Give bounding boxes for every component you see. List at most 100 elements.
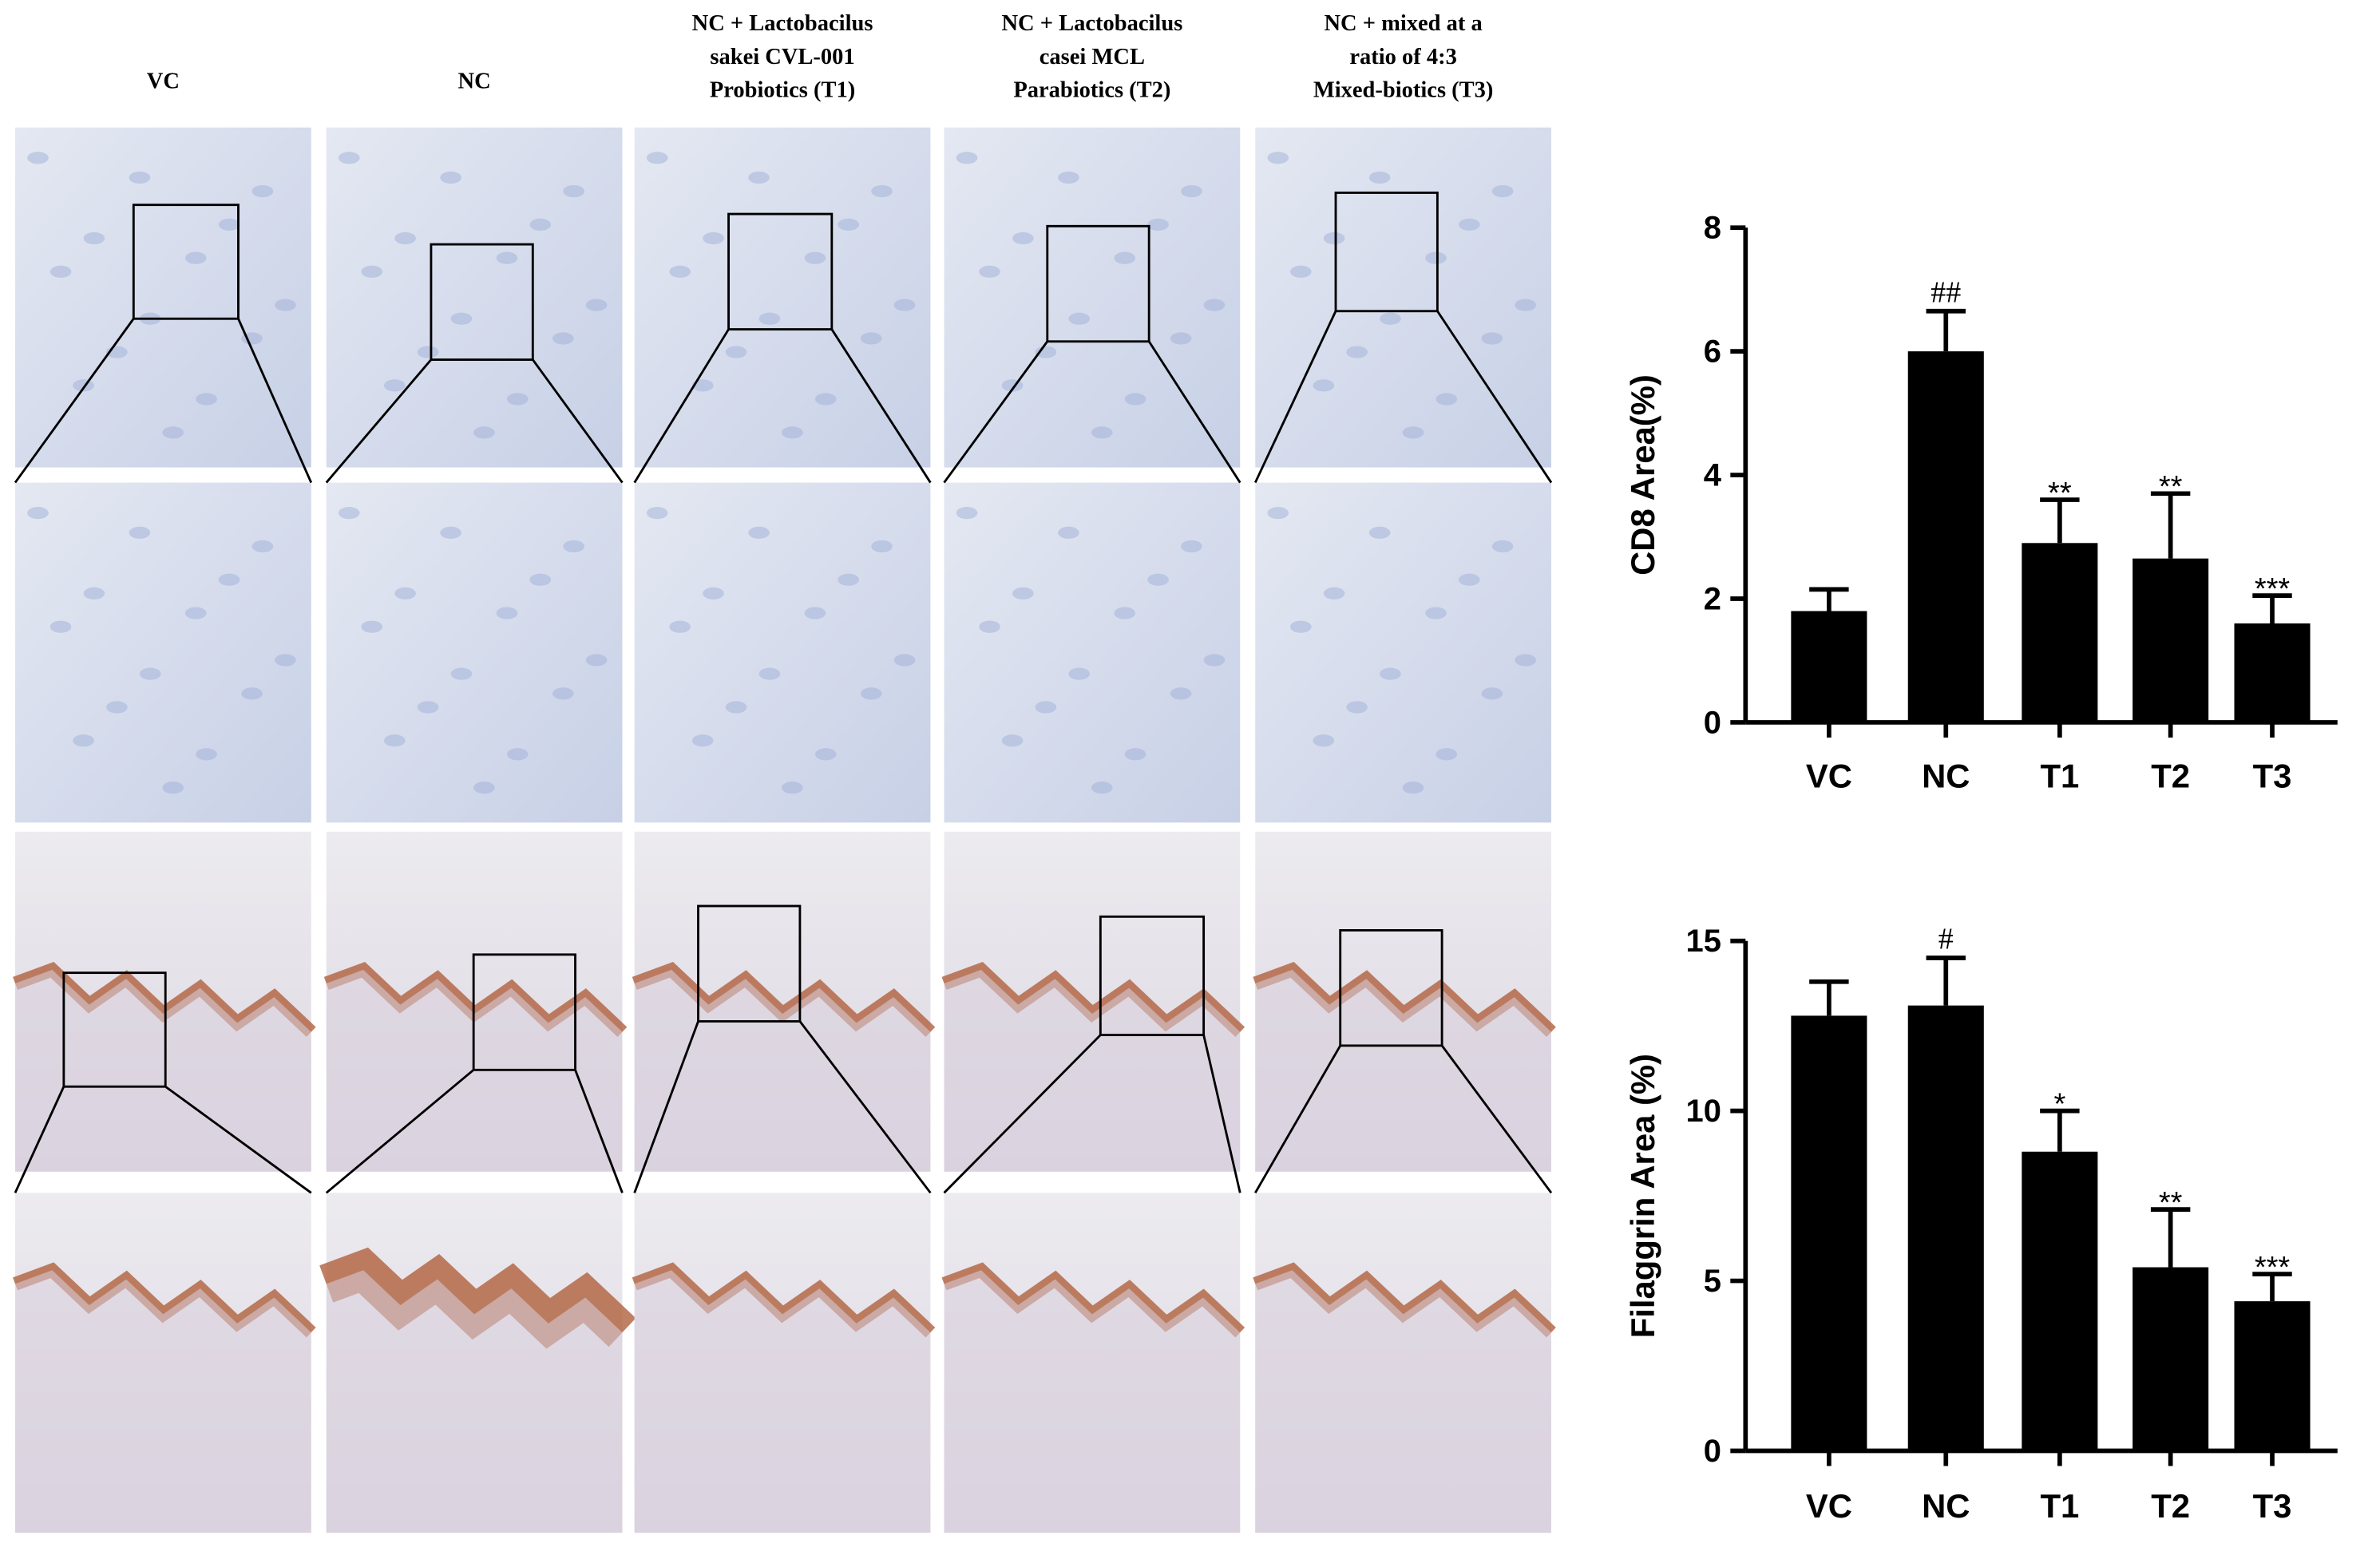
- nucleus: [1170, 332, 1192, 345]
- nucleus: [450, 312, 473, 325]
- zoom-box: [1099, 915, 1206, 1037]
- nucleus: [703, 231, 724, 245]
- column-header: NC: [458, 69, 491, 93]
- nucleus: [1068, 312, 1091, 325]
- nucleus: [27, 506, 49, 520]
- nucleus: [1313, 734, 1335, 747]
- zoom-line: [1436, 310, 1553, 484]
- zoom-line: [574, 1069, 624, 1193]
- nucleus: [979, 620, 1000, 633]
- dermis: [944, 969, 1241, 1172]
- column-header: sakei CVL-001: [710, 45, 854, 69]
- column-header: VC: [147, 69, 180, 93]
- bar: [2234, 623, 2311, 722]
- nucleus: [50, 620, 72, 633]
- nucleus: [1114, 251, 1136, 264]
- nucleus: [1346, 701, 1368, 714]
- zoom-line: [1253, 311, 1337, 484]
- nucleus: [1267, 506, 1289, 520]
- dermis: [1255, 1270, 1551, 1533]
- y-tick-label: 4: [1704, 457, 1721, 493]
- nucleus: [979, 265, 1000, 278]
- column-header: casei MCL: [1040, 45, 1145, 69]
- dermis: [15, 969, 311, 1172]
- nucleus: [585, 299, 608, 311]
- significance: #: [1938, 923, 1954, 956]
- nucleus: [241, 687, 263, 700]
- nucleus: [1459, 573, 1480, 586]
- bar: [1791, 1015, 1867, 1451]
- nucleus: [956, 506, 978, 520]
- significance: **: [2048, 477, 2072, 510]
- micrograph: [634, 127, 931, 468]
- bar: [2132, 1267, 2209, 1451]
- micrograph: [15, 482, 311, 823]
- nucleus: [361, 265, 383, 278]
- nucleus: [73, 734, 94, 747]
- nucleus: [106, 701, 128, 714]
- zoom-line: [325, 1069, 475, 1194]
- nucleus: [162, 426, 184, 439]
- micrograph: [634, 482, 931, 823]
- zoom-line: [164, 1086, 312, 1194]
- nucleus: [1203, 299, 1226, 311]
- nucleus: [1481, 332, 1503, 345]
- zoom-line: [14, 1086, 65, 1193]
- nucleus: [184, 607, 207, 619]
- micrograph: [944, 127, 1241, 468]
- nucleus: [506, 393, 529, 406]
- nucleus: [184, 251, 207, 264]
- bar: [1907, 351, 1984, 722]
- nucleus: [383, 379, 406, 392]
- zoom-line: [633, 1020, 699, 1193]
- nucleus: [139, 667, 161, 680]
- nucleus: [814, 393, 837, 406]
- column-header: Mixed-biotics (T3): [1313, 78, 1494, 103]
- nucleus: [1425, 607, 1447, 619]
- significance: *: [2053, 1087, 2065, 1121]
- nucleus: [529, 218, 552, 231]
- nucleus: [552, 332, 574, 345]
- nucleus: [251, 184, 274, 198]
- nucleus: [860, 332, 882, 345]
- nucleus: [1035, 701, 1057, 714]
- nucleus: [871, 540, 893, 553]
- micrograph: [1255, 127, 1551, 468]
- bar: [2234, 1301, 2311, 1451]
- nucleus: [1402, 426, 1424, 439]
- significance: **: [2159, 470, 2183, 504]
- nucleus: [814, 748, 837, 761]
- nucleus: [563, 540, 584, 553]
- bar: [2022, 1151, 2098, 1451]
- nucleus: [838, 573, 860, 586]
- nucleus: [669, 620, 691, 633]
- micrograph: [944, 482, 1241, 823]
- dermis: [1255, 969, 1551, 1172]
- y-tick-label: 5: [1704, 1264, 1721, 1299]
- nucleus: [758, 667, 781, 680]
- nucleus: [1491, 540, 1514, 553]
- y-tick-label: 0: [1704, 705, 1721, 740]
- nucleus: [417, 346, 439, 358]
- nucleus: [1058, 526, 1079, 539]
- nucleus: [440, 526, 461, 539]
- x-tick-label: T3: [2253, 1487, 2292, 1525]
- micrograph: [15, 127, 311, 468]
- nucleus: [473, 426, 495, 439]
- y-axis-label: Filaggrin Area (%): [1624, 1054, 1661, 1338]
- column-header: Probiotics (T1): [710, 78, 855, 103]
- zoom-line: [532, 358, 624, 484]
- nucleus: [838, 218, 860, 231]
- zoom-line: [1147, 340, 1241, 484]
- y-tick-label: 0: [1704, 1434, 1721, 1469]
- bar: [2132, 558, 2209, 722]
- nucleus: [669, 265, 691, 278]
- nucleus: [218, 573, 240, 586]
- nucleus: [83, 231, 105, 245]
- nucleus: [758, 312, 781, 325]
- nucleus: [1181, 184, 1202, 198]
- nucleus: [196, 393, 217, 406]
- nucleus: [725, 346, 747, 358]
- y-tick-label: 15: [1686, 924, 1721, 959]
- zoom-line: [798, 1020, 932, 1194]
